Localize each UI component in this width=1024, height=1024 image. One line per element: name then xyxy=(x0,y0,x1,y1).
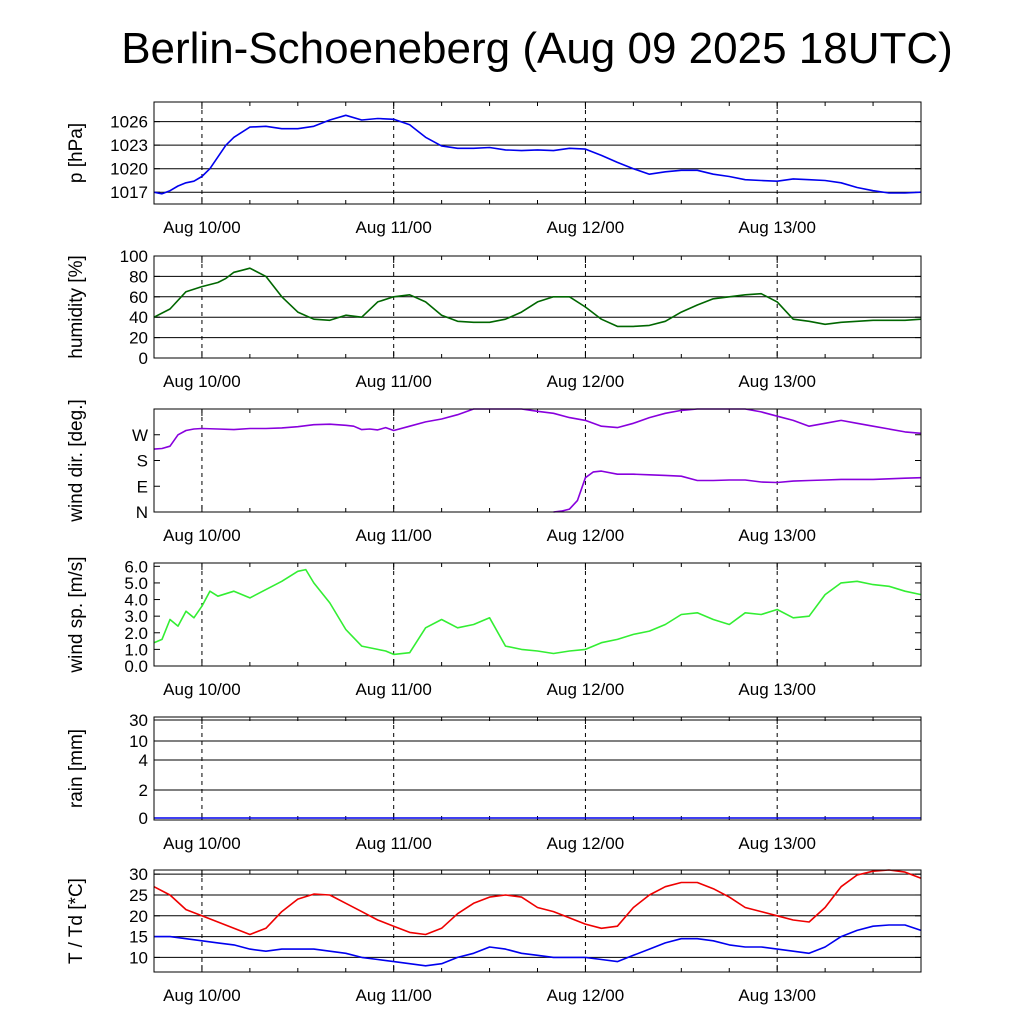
y-tick-label: 1.0 xyxy=(124,640,148,659)
x-day-label: Aug 13/00 xyxy=(738,372,816,391)
x-day-label: Aug 13/00 xyxy=(738,526,816,545)
y-tick-label: 2.0 xyxy=(124,624,148,643)
y-tick-label: 25 xyxy=(129,886,148,905)
x-day-label: Aug 11/00 xyxy=(356,218,432,237)
panel-frame xyxy=(153,869,922,973)
x-day-label: Aug 12/00 xyxy=(547,372,625,391)
y-tick-label: 30 xyxy=(129,865,148,884)
y-tick-label: E xyxy=(137,477,148,496)
panel-frame xyxy=(153,716,922,821)
x-day-label: Aug 10/00 xyxy=(163,680,241,699)
y-tick-label: 3.0 xyxy=(124,607,148,626)
y-tick-label: 15 xyxy=(129,928,148,947)
x-day-label: Aug 11/00 xyxy=(356,834,432,853)
x-day-label: Aug 11/00 xyxy=(356,526,432,545)
y-tick-label: 4 xyxy=(139,751,148,770)
y-tick-label: W xyxy=(132,426,148,445)
chart-title: Berlin-Schoeneberg (Aug 09 2025 18UTC) xyxy=(121,24,953,73)
x-day-label: Aug 12/00 xyxy=(547,218,625,237)
y-tick-label: 1023 xyxy=(110,136,148,155)
y-tick-label: 60 xyxy=(129,288,148,307)
y-tick-label: S xyxy=(137,452,148,471)
y-tick-label: N xyxy=(136,503,148,522)
x-day-label: Aug 11/00 xyxy=(356,372,432,391)
y-tick-label: 10 xyxy=(129,948,148,967)
x-day-label: Aug 10/00 xyxy=(163,986,241,1005)
x-day-label: Aug 10/00 xyxy=(163,834,241,853)
y-tick-label: 1026 xyxy=(110,113,148,132)
y-tick-label: 4.0 xyxy=(124,591,148,610)
y-axis-label: humidity [%] xyxy=(66,255,87,358)
y-tick-label: 100 xyxy=(120,247,148,266)
panel-frame xyxy=(153,562,922,667)
x-day-label: Aug 11/00 xyxy=(356,680,432,699)
data-series-line xyxy=(153,869,922,936)
y-axis-label: T / Td [*C] xyxy=(66,878,87,964)
y-tick-label: 5.0 xyxy=(124,574,148,593)
y-axis-label: wind dir. [deg.] xyxy=(66,399,87,523)
panel-frame xyxy=(153,101,922,205)
data-series-line xyxy=(153,114,922,195)
y-tick-label: 0 xyxy=(139,809,148,828)
data-series-line xyxy=(153,267,922,328)
y-tick-label: 20 xyxy=(129,329,148,348)
x-day-label: Aug 13/00 xyxy=(738,834,816,853)
data-series-line xyxy=(153,568,922,656)
y-tick-label: 1020 xyxy=(110,160,148,179)
data-series-line xyxy=(553,470,922,513)
y-axis-label: p [hPa] xyxy=(66,123,87,183)
panel-frame xyxy=(153,408,922,513)
y-tick-label: 10 xyxy=(129,732,148,751)
y-tick-label: 80 xyxy=(129,267,148,286)
x-day-label: Aug 13/00 xyxy=(738,218,816,237)
x-day-label: Aug 13/00 xyxy=(738,986,816,1005)
x-day-label: Aug 10/00 xyxy=(163,372,241,391)
y-tick-label: 20 xyxy=(129,907,148,926)
y-axis-label: wind sp. [m/s] xyxy=(66,556,87,673)
x-day-label: Aug 12/00 xyxy=(547,526,625,545)
x-day-label: Aug 12/00 xyxy=(547,680,625,699)
y-axis-label: rain [mm] xyxy=(66,729,87,808)
x-day-label: Aug 12/00 xyxy=(547,986,625,1005)
y-tick-label: 30 xyxy=(129,711,148,730)
y-tick-label: 6.0 xyxy=(124,557,148,576)
panel-frame xyxy=(153,255,922,359)
x-day-label: Aug 10/00 xyxy=(163,526,241,545)
x-day-label: Aug 12/00 xyxy=(547,834,625,853)
data-series-line xyxy=(154,924,922,967)
y-tick-label: 0.0 xyxy=(124,657,148,676)
y-tick-label: 2 xyxy=(139,781,148,800)
x-day-label: Aug 10/00 xyxy=(163,218,241,237)
x-day-label: Aug 13/00 xyxy=(738,680,816,699)
y-tick-label: 0 xyxy=(139,349,148,368)
x-day-label: Aug 11/00 xyxy=(356,986,432,1005)
y-tick-label: 40 xyxy=(129,308,148,327)
data-series-line xyxy=(153,408,922,450)
y-tick-label: 1017 xyxy=(110,183,148,202)
